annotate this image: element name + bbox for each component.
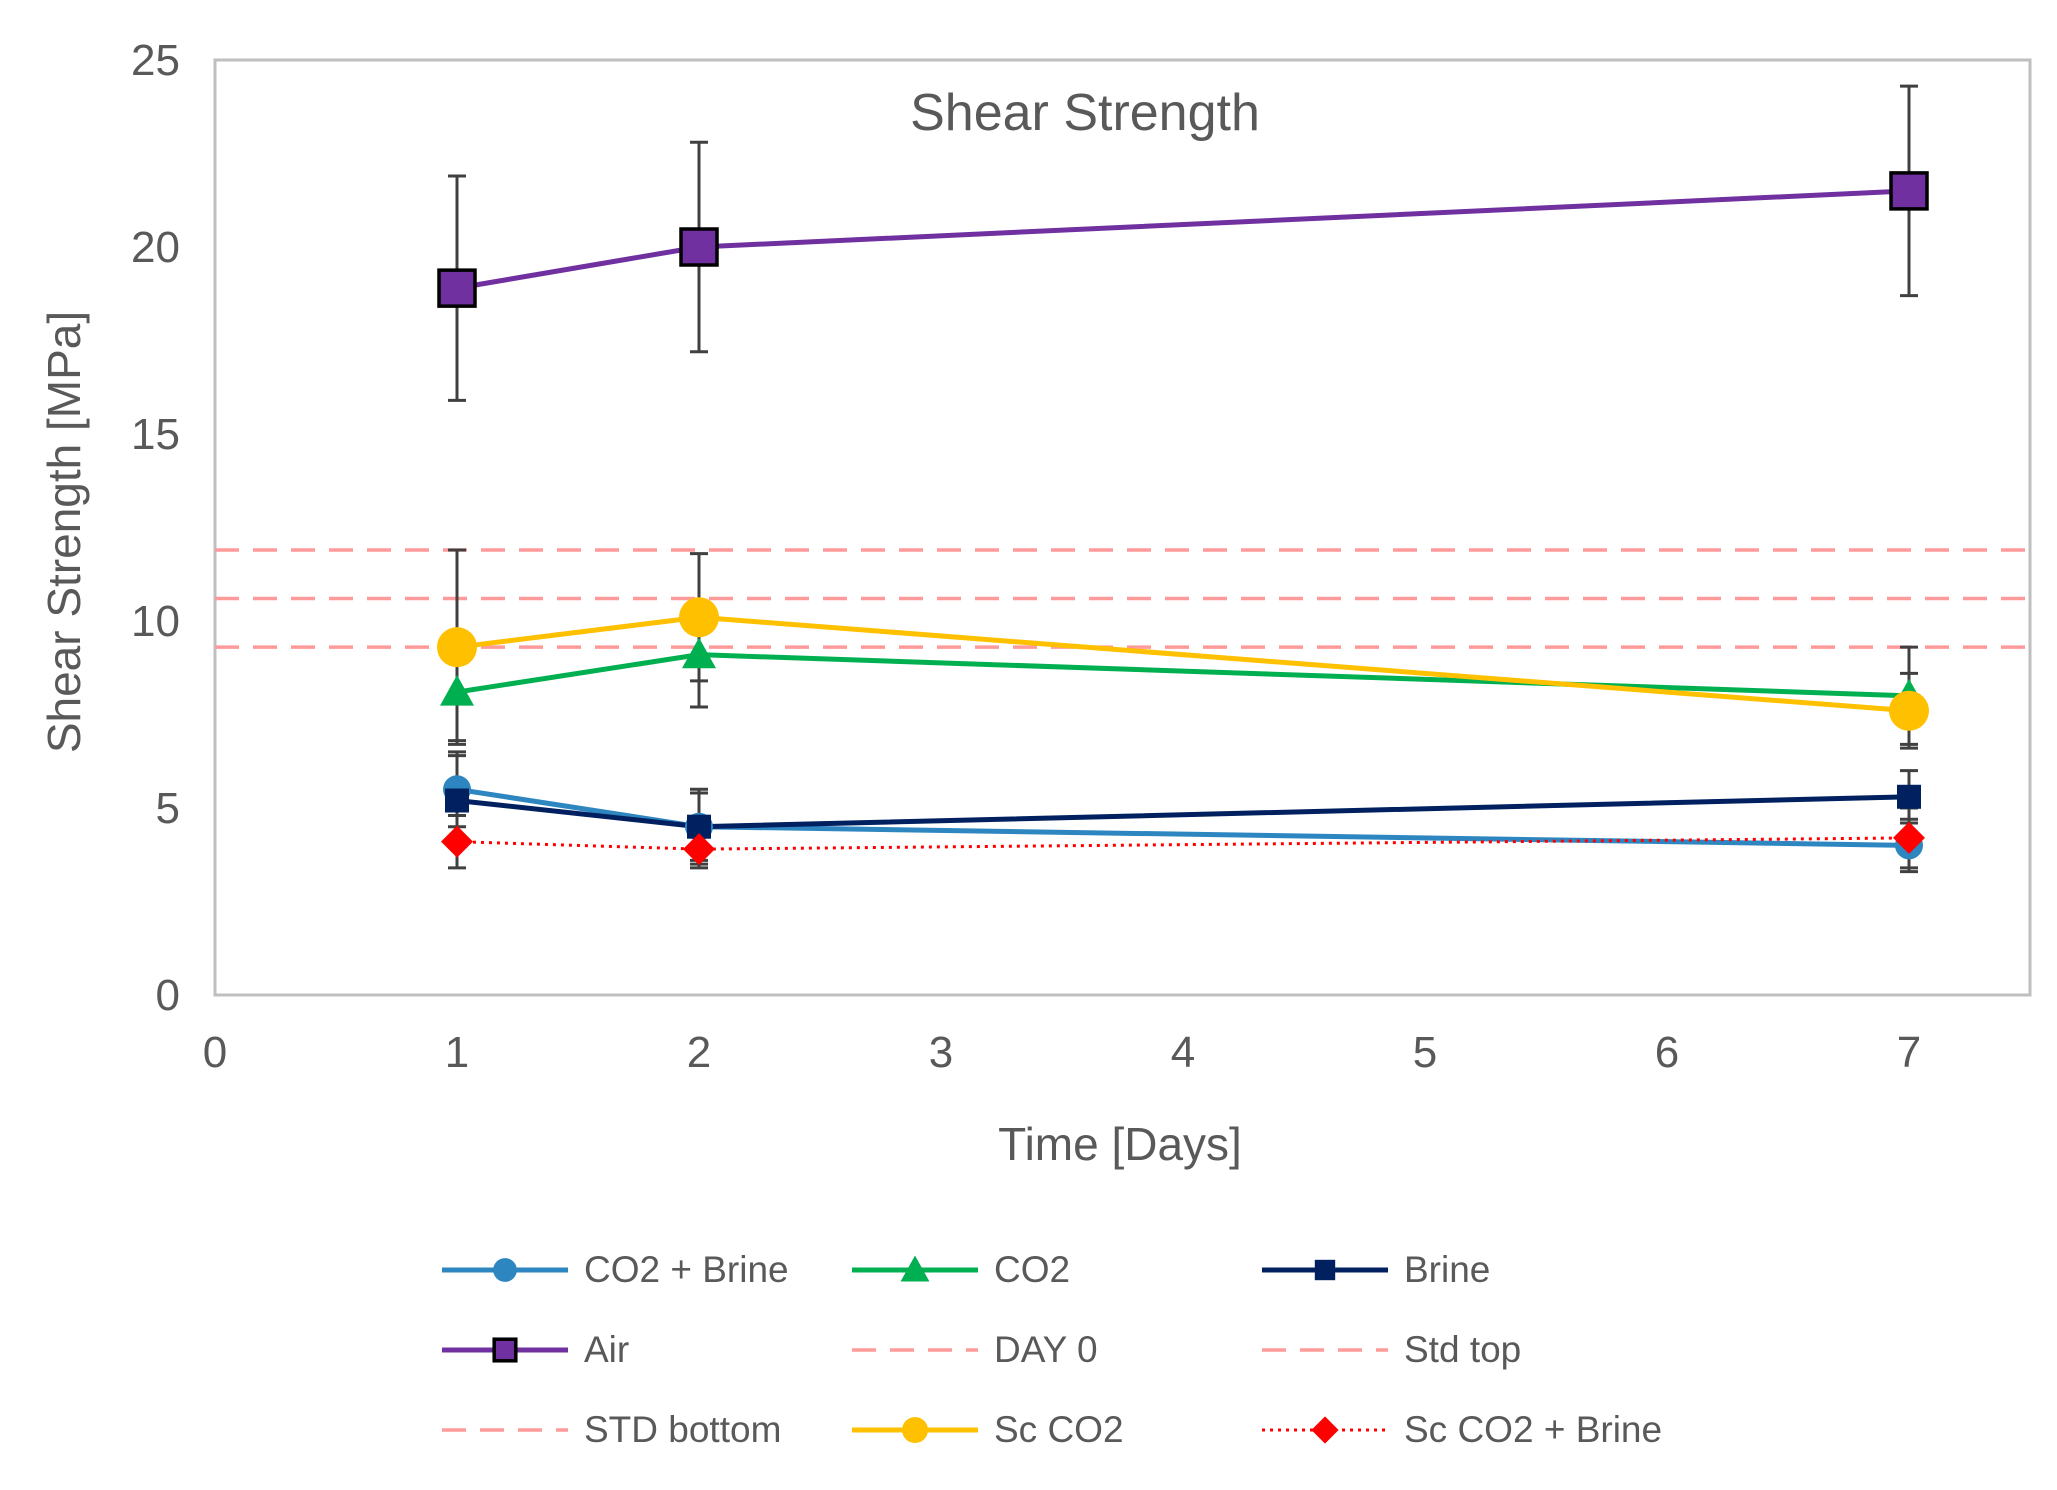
chart-legend: CO2 + Brine CO2 Brine Air DAY 0 Std top STD bo… bbox=[440, 1240, 1740, 1480]
chart-plot: 0 1 2 3 4 5 6 7 0 5 10 15 20 25 Shear Strength Time … bbox=[38, 36, 2032, 1170]
legend-label: CO2 bbox=[994, 1249, 1071, 1290]
legend-label: DAY 0 bbox=[994, 1329, 1098, 1370]
legend-marker bbox=[1314, 1259, 1336, 1281]
legend-item-std-bottom: STD bottom bbox=[440, 1400, 781, 1460]
legend-swatch bbox=[852, 1255, 978, 1282]
x-tick-label: 2 bbox=[687, 1028, 711, 1077]
legend-swatch bbox=[852, 1417, 978, 1443]
legend-item-sc-co2-brine: Sc CO2 + Brine bbox=[1260, 1400, 1662, 1460]
legend-label: STD bottom bbox=[584, 1409, 782, 1450]
legend-marker bbox=[902, 1417, 928, 1443]
legend-item-co2: CO2 bbox=[850, 1240, 1070, 1300]
data-point-co2 bbox=[440, 675, 474, 706]
chart-title: Shear Strength bbox=[910, 84, 1260, 142]
x-tick-label: 4 bbox=[1171, 1028, 1195, 1077]
x-tick-label: 3 bbox=[929, 1028, 953, 1077]
legend-item-sc-co2: Sc CO2 bbox=[850, 1400, 1124, 1460]
legend-swatch bbox=[1262, 1348, 1388, 1352]
legend-swatch bbox=[1262, 1416, 1388, 1444]
legend-label: Brine bbox=[1404, 1249, 1491, 1290]
data-point-sc-co2-brine bbox=[441, 825, 473, 858]
data-point-sc-co2-brine bbox=[1893, 821, 1925, 854]
x-axis-label: Time [Days] bbox=[998, 1118, 1242, 1170]
legend-label: Sc CO2 + Brine bbox=[1404, 1409, 1663, 1450]
legend-swatch bbox=[1262, 1259, 1388, 1281]
legend-item-std-top: Std top bbox=[1260, 1320, 1521, 1380]
y-tick-label: 5 bbox=[156, 784, 180, 833]
legend-item-co2-brine: CO2 + Brine bbox=[440, 1240, 789, 1300]
x-tick-label: 6 bbox=[1655, 1028, 1679, 1077]
series-line-air bbox=[456, 188, 1910, 291]
data-point-sc-co2 bbox=[679, 597, 719, 638]
legend-item-air: Air bbox=[440, 1320, 629, 1380]
y-tick-label: 25 bbox=[131, 36, 180, 85]
plot-area bbox=[213, 58, 2032, 997]
y-tick-label: 20 bbox=[131, 223, 180, 272]
y-tick-label: 10 bbox=[131, 597, 180, 646]
x-tick-label: 1 bbox=[445, 1028, 469, 1077]
data-point-air bbox=[1889, 171, 1929, 211]
series-line-co2 bbox=[456, 652, 1910, 699]
y-axis-label: Shear Strength [MPa] bbox=[38, 311, 90, 753]
legend-marker bbox=[1311, 1416, 1339, 1444]
legend-marker bbox=[493, 1258, 517, 1282]
x-tick-label: 0 bbox=[203, 1028, 227, 1077]
legend-item-brine: Brine bbox=[1260, 1240, 1490, 1300]
data-point-brine bbox=[445, 788, 469, 813]
data-point-sc-co2 bbox=[437, 627, 477, 668]
x-tick-label: 5 bbox=[1413, 1028, 1437, 1077]
legend-marker bbox=[492, 1337, 518, 1363]
series-line-sc-co2 bbox=[456, 614, 1910, 714]
y-tick-label: 0 bbox=[156, 971, 180, 1020]
legend-swatch bbox=[442, 1258, 568, 1282]
legend-marker bbox=[900, 1255, 930, 1282]
data-point-air bbox=[679, 227, 719, 267]
data-point-air bbox=[437, 268, 477, 308]
legend-label: Std top bbox=[1404, 1329, 1522, 1370]
legend-swatch bbox=[442, 1337, 568, 1363]
series-line-co2-brine bbox=[456, 786, 1910, 848]
y-tick-label: 15 bbox=[131, 410, 180, 459]
legend-swatch bbox=[852, 1348, 978, 1352]
legend-item-day-0: DAY 0 bbox=[850, 1320, 1098, 1380]
legend-label: Air bbox=[584, 1329, 630, 1370]
legend-swatch bbox=[442, 1428, 568, 1432]
data-point-sc-co2 bbox=[1889, 690, 1929, 731]
data-point-sc-co2-brine bbox=[683, 833, 715, 866]
legend-label: CO2 + Brine bbox=[584, 1249, 789, 1290]
series-line-brine bbox=[456, 794, 1910, 830]
legend-label: Sc CO2 bbox=[994, 1409, 1124, 1450]
data-point-brine bbox=[1897, 784, 1921, 809]
x-tick-label: 7 bbox=[1897, 1028, 1921, 1077]
data-point-co2 bbox=[682, 637, 716, 669]
